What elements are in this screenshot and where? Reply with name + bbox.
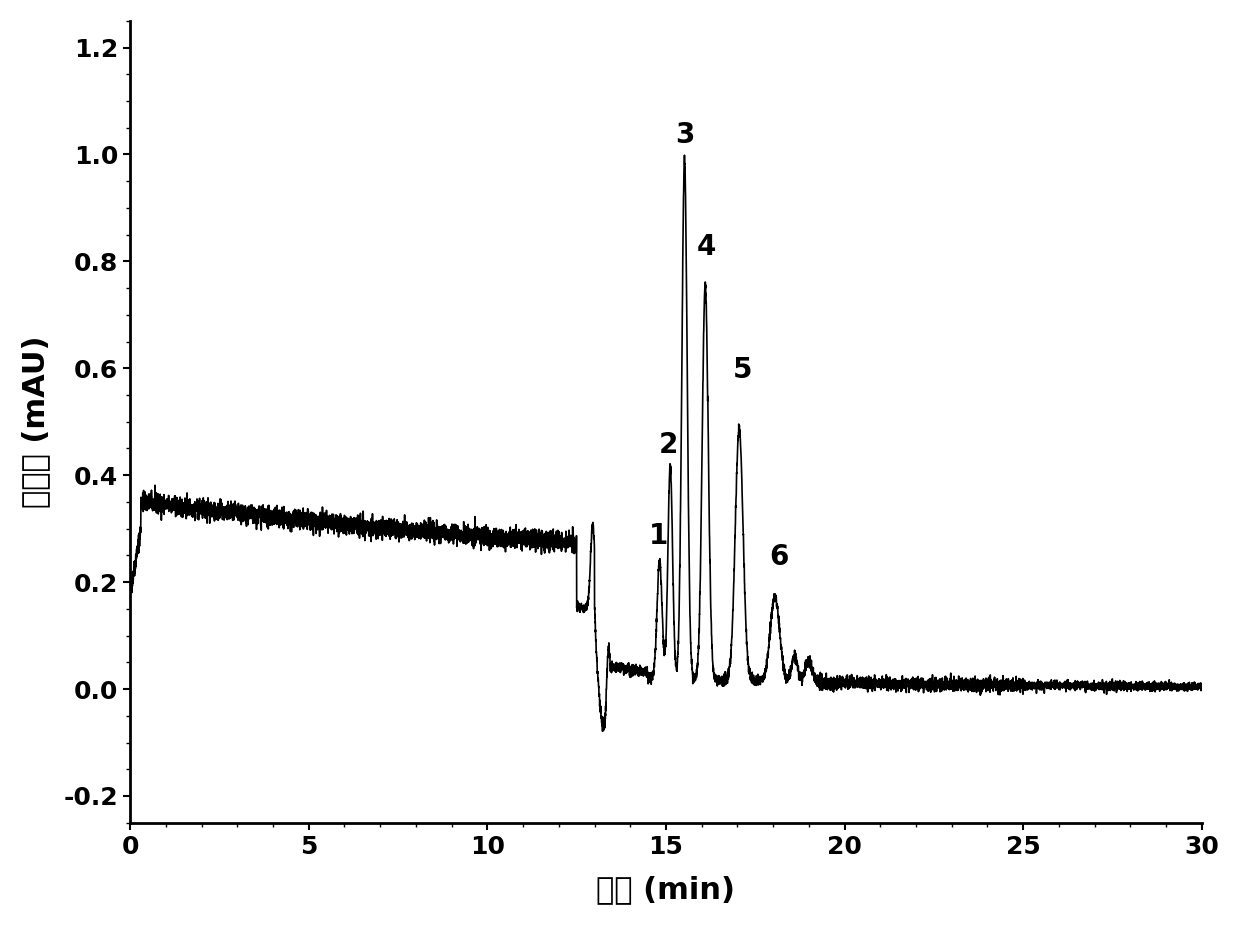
Text: 2: 2 xyxy=(660,431,678,459)
Text: 5: 5 xyxy=(733,356,753,385)
Text: 1: 1 xyxy=(649,522,667,550)
Text: 6: 6 xyxy=(769,544,789,572)
Text: 4: 4 xyxy=(696,233,715,262)
Y-axis label: 吸光度 (mAU): 吸光度 (mAU) xyxy=(21,336,50,508)
X-axis label: 时间 (min): 时间 (min) xyxy=(596,875,735,904)
Text: 3: 3 xyxy=(675,121,694,149)
